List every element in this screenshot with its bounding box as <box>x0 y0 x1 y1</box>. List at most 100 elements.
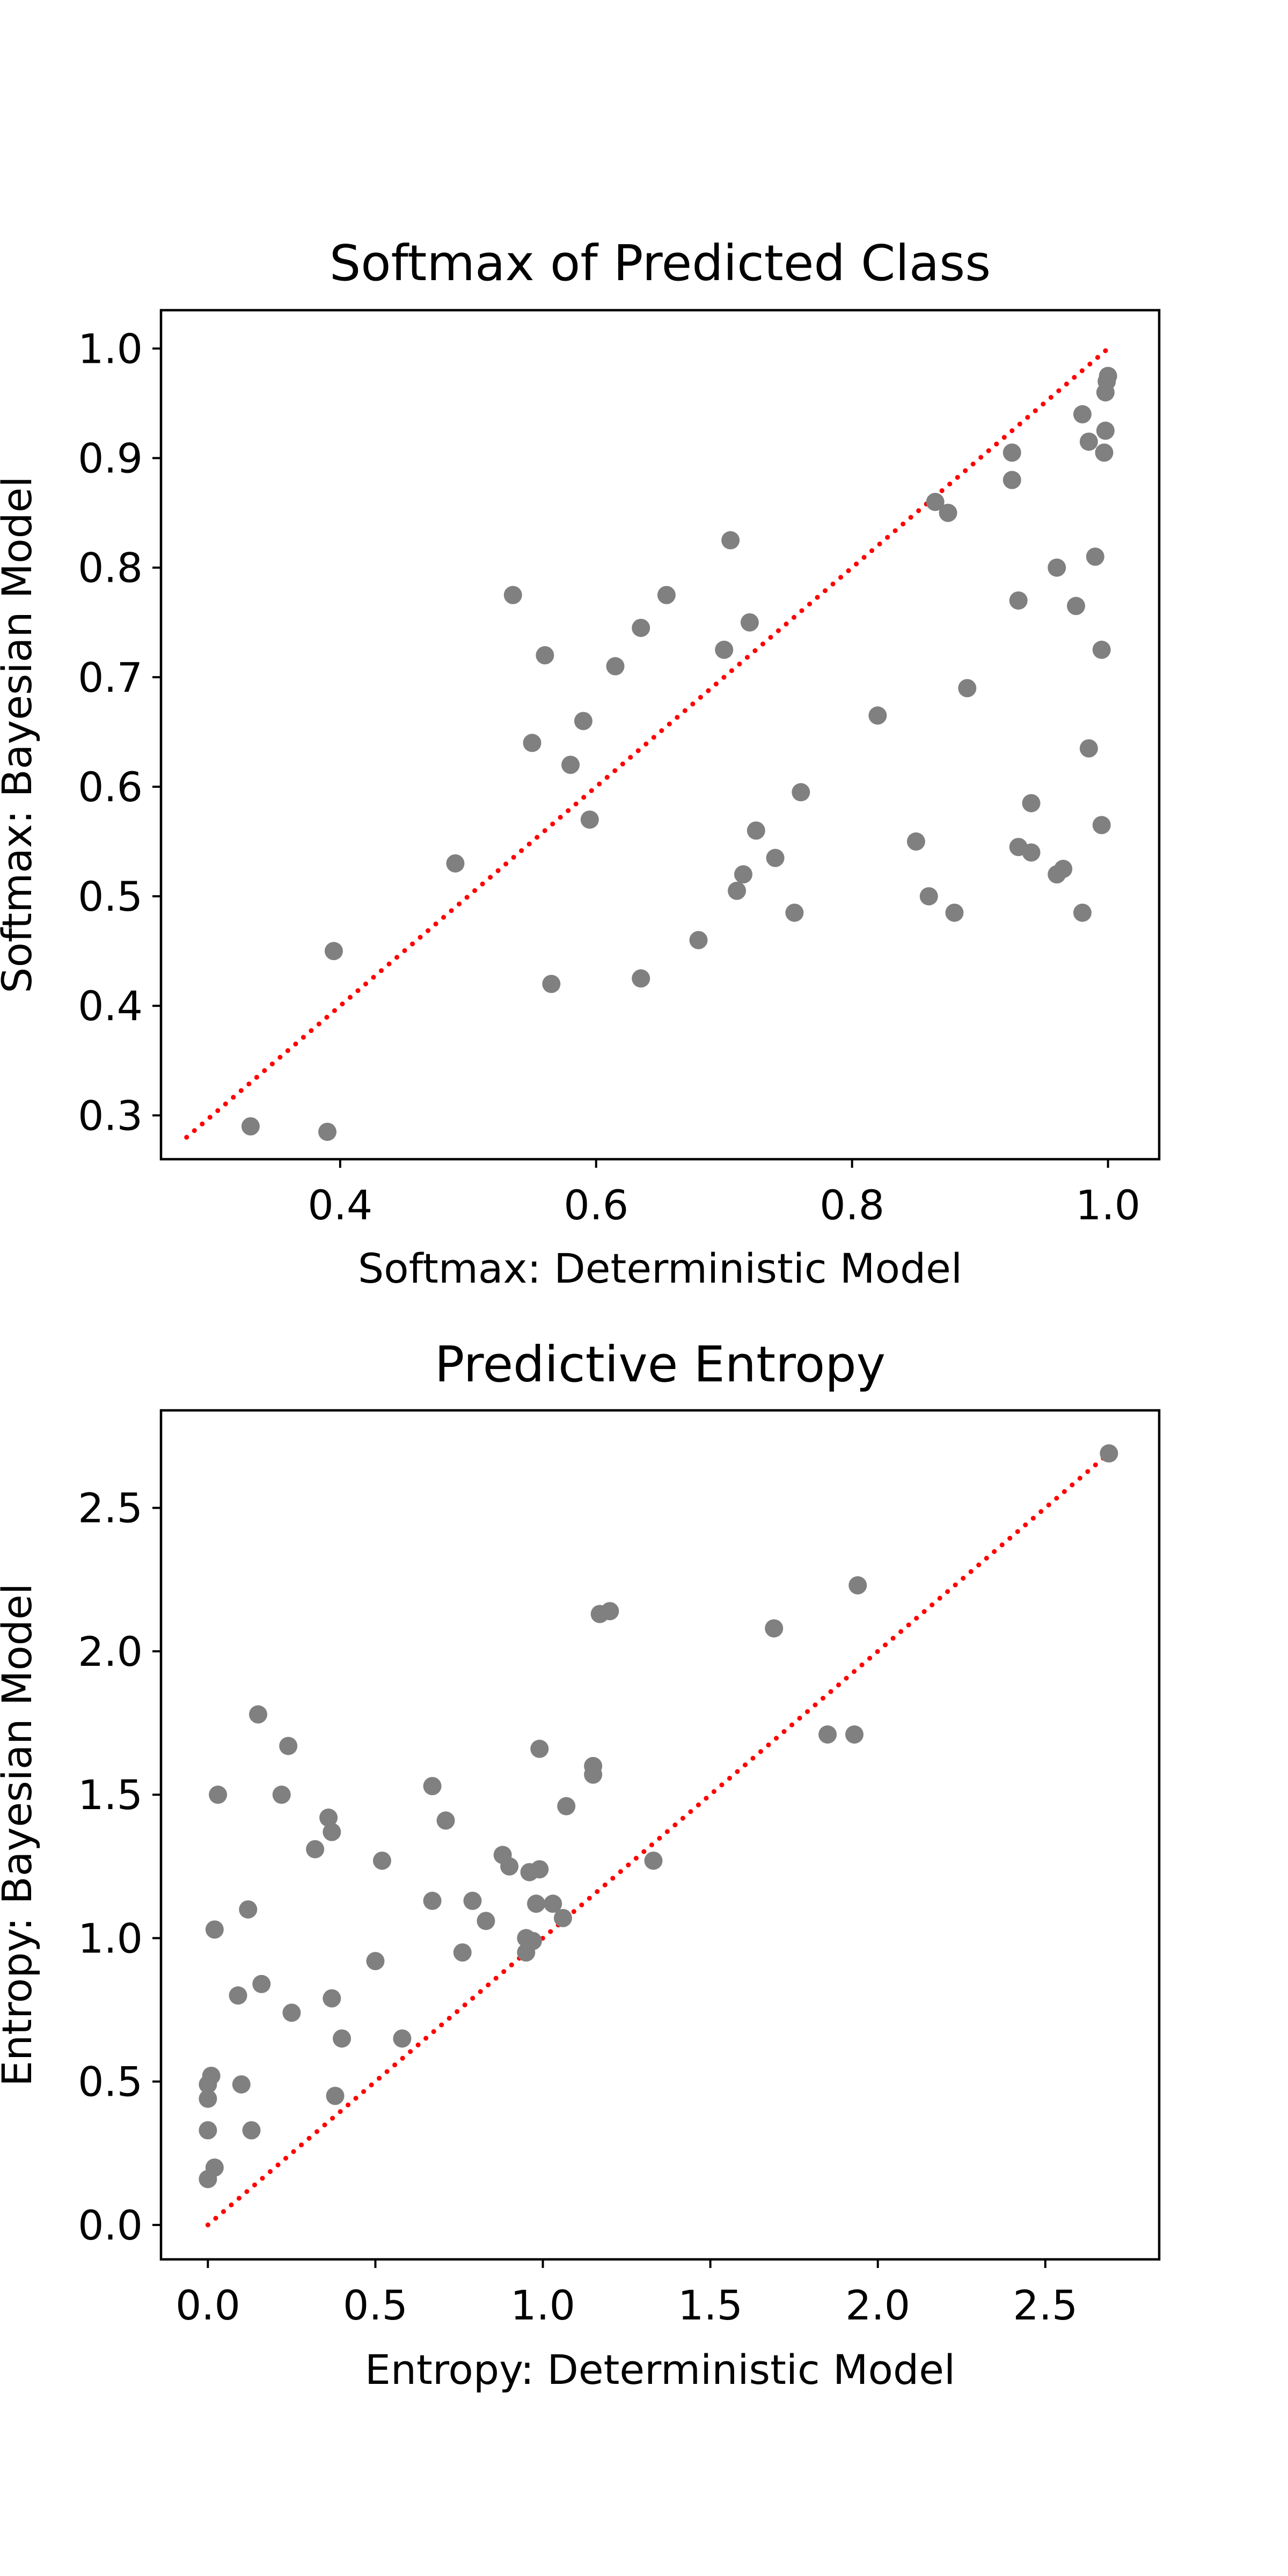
entropy-data-point <box>282 2003 301 2022</box>
softmax-data-point <box>536 646 554 665</box>
softmax-data-point <box>1095 443 1114 462</box>
entropy-y-tick-label: 0.0 <box>78 2201 143 2249</box>
entropy-data-point <box>527 1894 546 1913</box>
entropy-panel: Predictive Entropy 0.0 0.5 1.0 1.5 2.0 2.50.0… <box>0 1336 1161 2394</box>
entropy-x-axis-label: Entropy: Deterministic Model <box>365 2346 955 2394</box>
softmax-data-point <box>574 712 592 730</box>
entropy-data-point <box>601 1602 619 1621</box>
softmax-data-point <box>689 931 708 949</box>
entropy-data-point <box>229 1986 247 2005</box>
entropy-x-tick-label: 0.5 <box>343 2281 408 2329</box>
entropy-data-point <box>205 2158 224 2177</box>
entropy-data-point <box>232 2075 251 2094</box>
softmax-data-point <box>580 810 599 829</box>
entropy-y-tick-label: 0.5 <box>78 2058 143 2106</box>
softmax-data-point <box>1009 591 1028 610</box>
softmax-y-tick-label: 0.6 <box>78 763 143 811</box>
entropy-axes-frame <box>159 1409 1161 2261</box>
softmax-data-point <box>542 975 561 993</box>
softmax-y-tick-label: 0.4 <box>78 982 143 1030</box>
softmax-data-point <box>747 821 765 840</box>
entropy-data-point <box>436 1811 455 1830</box>
softmax-y-tick-label: 0.3 <box>78 1092 143 1139</box>
entropy-data-point <box>202 2066 221 2085</box>
entropy-data-point <box>848 1576 867 1595</box>
softmax-data-point <box>324 942 343 961</box>
entropy-data-point <box>765 1619 784 1638</box>
softmax-data-point <box>919 887 938 906</box>
softmax-data-point <box>1002 471 1021 489</box>
softmax-data-point <box>1073 405 1092 423</box>
entropy-x-tick-label: 1.0 <box>510 2281 575 2329</box>
softmax-data-point <box>906 832 925 851</box>
softmax-data-point <box>926 493 945 511</box>
entropy-diagonal-line <box>205 1451 1111 2228</box>
softmax-data-point <box>1002 443 1021 462</box>
softmax-panel: Softmax of Predicted Class 0.4 0.6 0.8 1.00… <box>0 235 1161 1292</box>
entropy-data-point <box>453 1943 472 1962</box>
softmax-x-tick-label: 0.4 <box>308 1181 372 1229</box>
softmax-data-point <box>1067 597 1085 616</box>
entropy-data-point <box>845 1725 864 1744</box>
softmax-data-point <box>241 1117 260 1136</box>
softmax-x-tick-label: 1.0 <box>1075 1181 1140 1229</box>
entropy-data-point <box>423 1777 442 1796</box>
entropy-data-point <box>199 2121 217 2140</box>
entropy-data-point <box>530 1860 549 1879</box>
softmax-data-point <box>318 1122 336 1141</box>
entropy-data-point <box>239 1900 258 1919</box>
softmax-x-tick-label: 0.8 <box>819 1181 884 1229</box>
entropy-y-axis-label: Entropy: Bayesian Model <box>0 1583 41 2087</box>
softmax-data-point <box>1096 421 1115 440</box>
entropy-title: Predictive Entropy <box>435 1336 885 1393</box>
entropy-data-point <box>584 1765 603 1784</box>
entropy-x-tick-label: 2.0 <box>845 2281 910 2329</box>
softmax-data-point <box>606 657 625 676</box>
entropy-y-tick-label: 2.0 <box>78 1628 143 1675</box>
softmax-data-point <box>1073 903 1092 922</box>
entropy-data-point <box>306 1840 325 1858</box>
softmax-x-axis-label: Softmax: Deterministic Model <box>358 1245 962 1292</box>
softmax-data-point <box>561 756 580 774</box>
softmax-data-point <box>632 618 650 637</box>
softmax-data-point <box>785 903 804 922</box>
entropy-data-point <box>393 2029 412 2048</box>
entropy-data-point <box>323 1989 341 2008</box>
softmax-y-axis-label: Softmax: Bayesian Model <box>0 476 41 993</box>
entropy-x-tick-label: 0.0 <box>175 2281 240 2329</box>
softmax-axes-frame <box>159 309 1161 1161</box>
softmax-data-point <box>1054 860 1073 879</box>
entropy-data-point <box>644 1851 663 1870</box>
softmax-y-tick-label: 0.9 <box>78 435 143 482</box>
entropy-y-tick-label: 1.0 <box>78 1914 143 1962</box>
entropy-data-point <box>818 1725 837 1744</box>
softmax-y-tick-label: 0.8 <box>78 544 143 592</box>
entropy-data-point <box>366 1952 385 1971</box>
entropy-data-point <box>500 1857 519 1876</box>
entropy-data-point <box>252 1974 271 1993</box>
entropy-data-point <box>326 2087 345 2105</box>
entropy-data-point <box>333 2029 352 2048</box>
entropy-data-point <box>1100 1444 1118 1463</box>
entropy-data-point <box>372 1851 391 1870</box>
entropy-data-point <box>544 1894 562 1913</box>
softmax-data-point <box>446 854 465 873</box>
entropy-data-point <box>199 2089 217 2108</box>
softmax-plot-area: 0.4 0.6 0.8 1.0 0.3 0.4 0.5 0.6 0.7 0.8 0.9 1.0 <box>78 325 1140 1229</box>
softmax-data-point <box>766 848 785 867</box>
softmax-y-tick-label: 0.7 <box>78 654 143 701</box>
entropy-data-point <box>523 1931 542 1950</box>
entropy-data-point <box>553 1908 572 1927</box>
entropy-data-point <box>477 1912 495 1930</box>
entropy-data-point <box>242 2121 261 2140</box>
entropy-data-point <box>530 1739 549 1758</box>
entropy-data-point <box>463 1891 482 1910</box>
softmax-data-point <box>1086 547 1104 566</box>
softmax-data-point <box>1092 640 1111 659</box>
softmax-diagonal-line <box>184 346 1111 1140</box>
softmax-data-point <box>1092 816 1111 835</box>
softmax-data-point <box>728 881 747 900</box>
softmax-data-point <box>1079 739 1098 758</box>
